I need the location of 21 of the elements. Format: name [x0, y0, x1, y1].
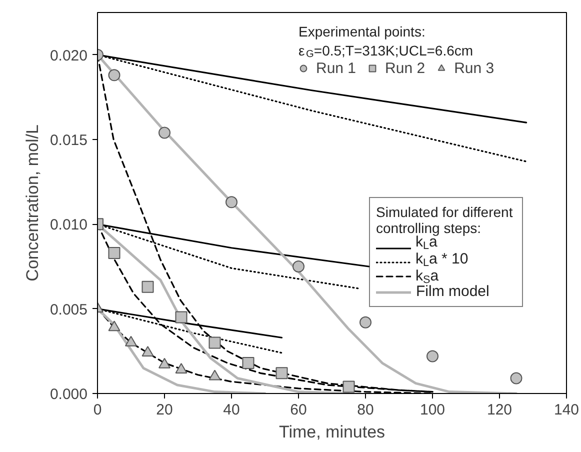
x-tick-label: 40	[223, 402, 240, 418]
legend-title: Simulated for different controlling steps:	[376, 204, 514, 236]
legend-label: Run 3	[454, 60, 494, 76]
y-tick-label: 0.005	[50, 301, 88, 318]
x-tick-label: 60	[290, 402, 307, 418]
x-tick-label: 120	[486, 402, 512, 418]
x-tick-label: 80	[357, 402, 374, 418]
y-tick-label: 0.020	[50, 47, 88, 64]
x-tick-label: 140	[554, 402, 580, 418]
y-tick-label: 0.010	[50, 216, 88, 234]
x-axis-title: Time, minutes	[278, 422, 386, 442]
x-tick-label: 100	[420, 402, 446, 418]
legend-label: Film model	[416, 283, 490, 300]
legend-label: Run 1	[316, 60, 356, 76]
legend-label: Run 2	[385, 60, 426, 76]
y-axis-title: Concentration, mol/L	[22, 124, 42, 282]
x-tick-label: 0	[93, 402, 102, 418]
x-tick-label: 20	[156, 402, 173, 418]
annotation: Experimental points:	[298, 24, 426, 40]
y-tick-label: 0.015	[50, 132, 88, 149]
y-tick-label: 0.000	[50, 386, 88, 403]
